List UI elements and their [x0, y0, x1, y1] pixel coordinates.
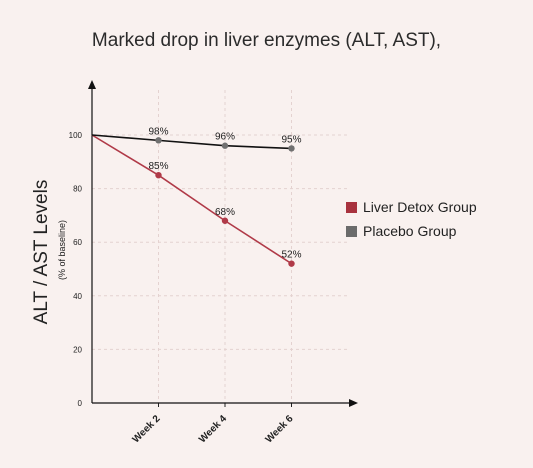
legend-layer: Liver Detox Group Placebo Group [346, 199, 477, 239]
legend-label: Liver Detox Group [363, 199, 477, 215]
data-label: 96% [215, 132, 235, 143]
data-point [288, 260, 295, 267]
y-tick-label: 20 [73, 345, 82, 354]
data-label: 98% [148, 126, 168, 137]
y-tick-label: 40 [73, 292, 82, 301]
data-label: 68% [215, 207, 235, 218]
chart-title: Marked drop in liver enzymes (ALT, AST), [91, 30, 442, 51]
y-axis-arrow [88, 80, 96, 89]
y-axis-title: ALT / AST Levels [31, 180, 52, 325]
x-tick-label: Week 6 [264, 413, 296, 445]
data-label: 85% [148, 161, 168, 172]
data-point [155, 172, 162, 179]
data-label: 52% [281, 250, 301, 261]
data-label: 95% [281, 134, 301, 145]
x-tick-label: Week 4 [197, 413, 229, 445]
x-axis-arrow [349, 399, 358, 407]
label-layer: 85% 68% 52% 98% 96% 95% [148, 126, 301, 260]
series-line [91, 134, 292, 150]
grid-layer [92, 90, 350, 403]
y-tick-label: 60 [73, 238, 82, 247]
legend-swatch [346, 202, 357, 213]
data-point [221, 142, 229, 149]
y-tick-label: 100 [69, 131, 83, 140]
legend-label: Placebo Group [363, 223, 457, 239]
data-point [221, 217, 229, 224]
y-axis-subtitle: (% of baseline) [57, 220, 67, 280]
data-point [155, 137, 162, 144]
x-tick-label: Week 2 [131, 413, 163, 445]
y-tick-label: 80 [73, 185, 82, 194]
data-point [288, 145, 295, 152]
series-line [91, 134, 292, 265]
series-layer [91, 134, 295, 267]
y-tick-label: 0 [78, 399, 83, 408]
legend-swatch [346, 226, 357, 237]
